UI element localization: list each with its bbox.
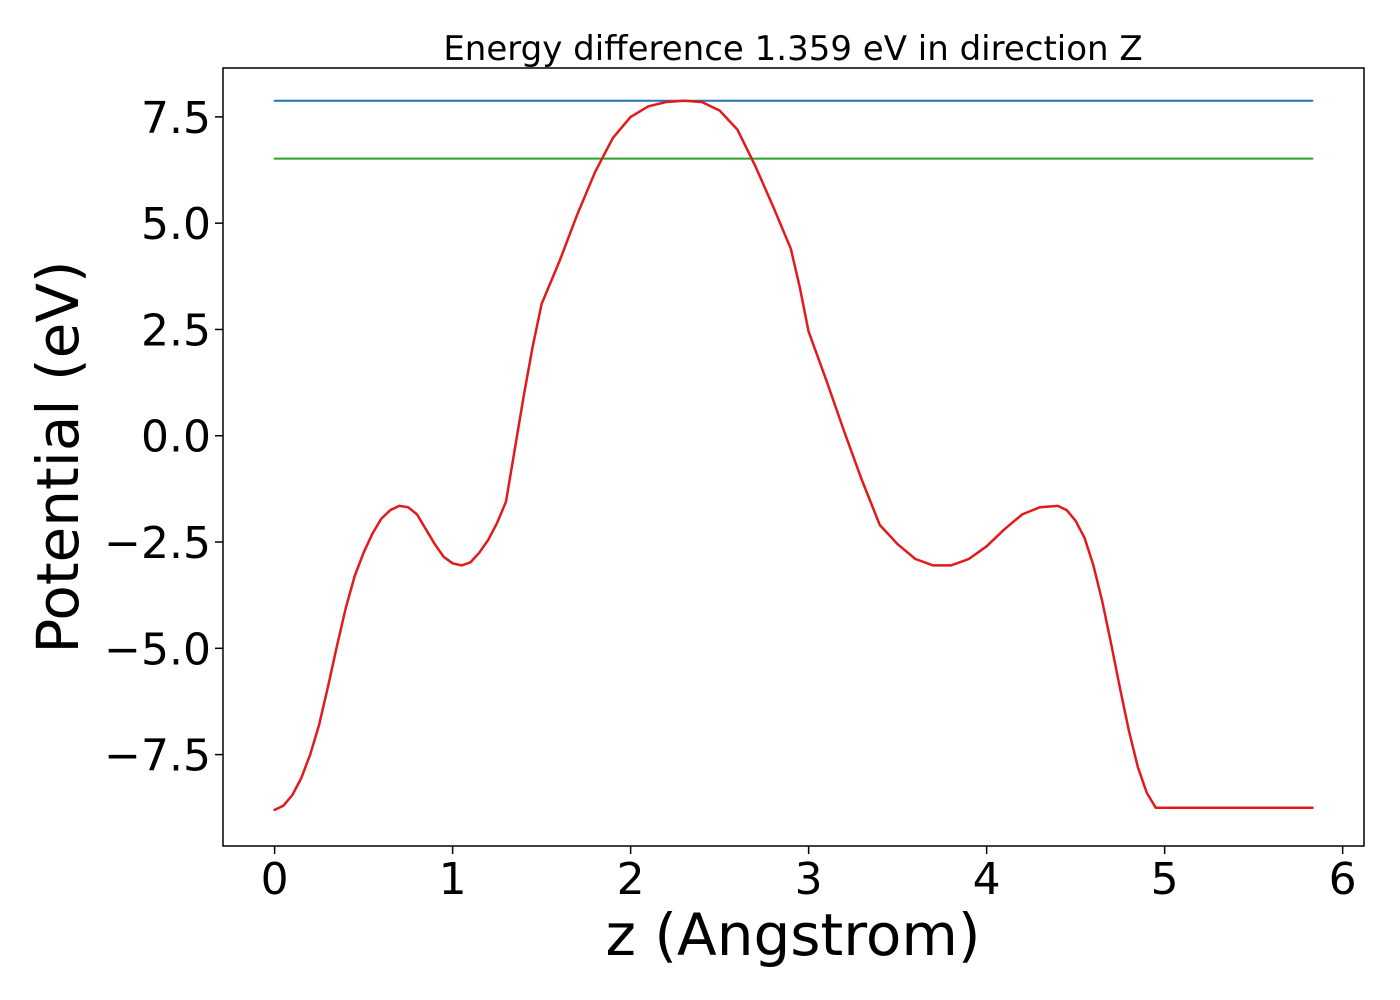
x-tick-label: 1 [439,854,467,905]
x-tick-label: 0 [261,854,289,905]
y-axis-ticks: −7.5 −5.0 −2.5 0.0 2.5 5.0 7.5 [104,93,223,782]
x-axis-ticks: 0 1 2 3 4 5 6 [261,846,1357,905]
x-tick-label: 2 [617,854,645,905]
y-tick-label: −2.5 [104,518,211,569]
plot-lines [273,99,1314,812]
y-tick-label: 0.0 [141,412,211,463]
chart-title: Energy difference 1.359 eV in direction … [443,29,1142,69]
x-tick-label: 3 [795,854,823,905]
x-tick-label: 4 [973,854,1001,905]
y-tick-label: −7.5 [104,731,211,782]
y-tick-label: 2.5 [141,305,211,356]
y-tick-label: 7.5 [141,93,211,144]
y-tick-label: −5.0 [104,624,211,675]
x-tick-label: 6 [1329,854,1357,905]
y-tick-label: 5.0 [141,199,211,250]
y-axis-label: Potential (eV) [24,260,92,653]
potential-curve [273,99,1314,812]
plot-frame [222,67,1365,847]
x-axis-label: z (Angstrom) [606,901,981,969]
x-tick-label: 5 [1151,854,1179,905]
